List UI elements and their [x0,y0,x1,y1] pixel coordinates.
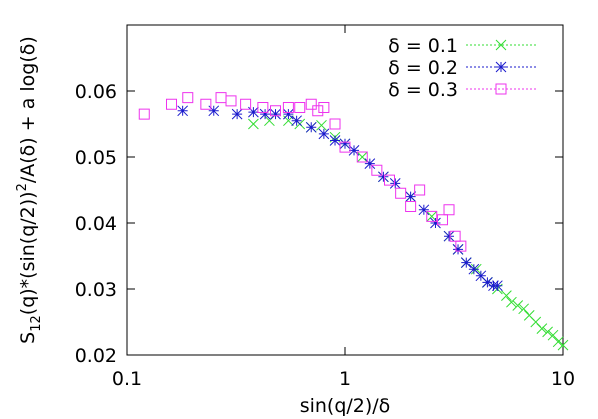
point [270,105,282,117]
point [165,98,177,110]
point [177,105,189,117]
point [468,263,480,275]
legend-marker [495,83,507,95]
point [492,280,503,292]
point [305,98,317,110]
point [270,108,281,120]
point [182,92,194,104]
point [383,174,395,186]
point [460,257,472,268]
plot-frame [126,24,564,356]
point [208,105,220,117]
point [378,171,389,183]
y-axis-label-part: (q)*(sin(q/2)) [17,191,39,315]
point [506,296,517,308]
point [482,277,493,288]
point [443,204,455,216]
point [414,184,426,196]
legend-marker [495,61,507,73]
point [475,270,487,282]
legend-label: δ = 0.2 [388,57,458,79]
point [418,204,430,216]
y-tick-label: 0.03 [75,279,117,301]
point [248,118,259,130]
point [316,119,327,131]
y-axis-label-part: 2 [15,183,30,191]
point [455,240,467,252]
point [312,105,324,117]
y-tick-label: 0.05 [75,147,117,169]
point [426,210,438,222]
point [552,336,564,348]
y-tick-label: 0.02 [75,345,117,367]
point [512,300,524,311]
x-tick-label: 10 [551,368,575,390]
y-axis-label: S12(q)*(sin(q/2))2/A(δ) + a log(δ) [15,36,44,344]
point [430,217,441,229]
point [329,135,341,146]
y-tick-label: 0.04 [75,213,117,235]
y-axis-label-part: 12 [29,315,44,332]
point [443,230,455,242]
legend-label: δ = 0.3 [388,79,458,101]
point [518,303,530,315]
point [318,102,330,113]
point [339,141,351,153]
point [231,108,243,120]
point [501,290,512,301]
point [215,92,227,104]
point [248,106,259,118]
point [259,108,271,120]
x-tick-label: 1 [339,368,351,390]
point [138,108,150,120]
point [339,138,351,150]
point [305,121,317,133]
point [364,158,376,169]
x-tick-label: 0.1 [112,368,142,390]
point [547,329,559,341]
point [557,339,569,351]
point [318,128,330,140]
point [282,102,294,113]
point [405,201,417,212]
point [389,178,401,189]
point [536,323,548,334]
point [200,98,212,110]
point [395,187,407,199]
legend-label: δ = 0.1 [388,35,458,57]
point [283,108,294,120]
point [294,102,306,113]
point [291,115,302,127]
point [371,164,383,176]
point [356,151,368,163]
y-axis-label-part: /A(δ) + a log(δ) [17,36,39,183]
point [348,145,360,156]
point [405,191,416,202]
y-axis-label-part: S [17,332,39,344]
point [225,95,237,107]
point [240,98,252,110]
point [356,151,368,163]
y-tick-label: 0.06 [75,81,117,103]
point [542,326,553,338]
point [257,102,269,113]
x-axis-label: sin(q/2)/δ [300,395,391,417]
point [329,118,341,130]
point [452,244,464,255]
legend-marker [495,39,507,51]
